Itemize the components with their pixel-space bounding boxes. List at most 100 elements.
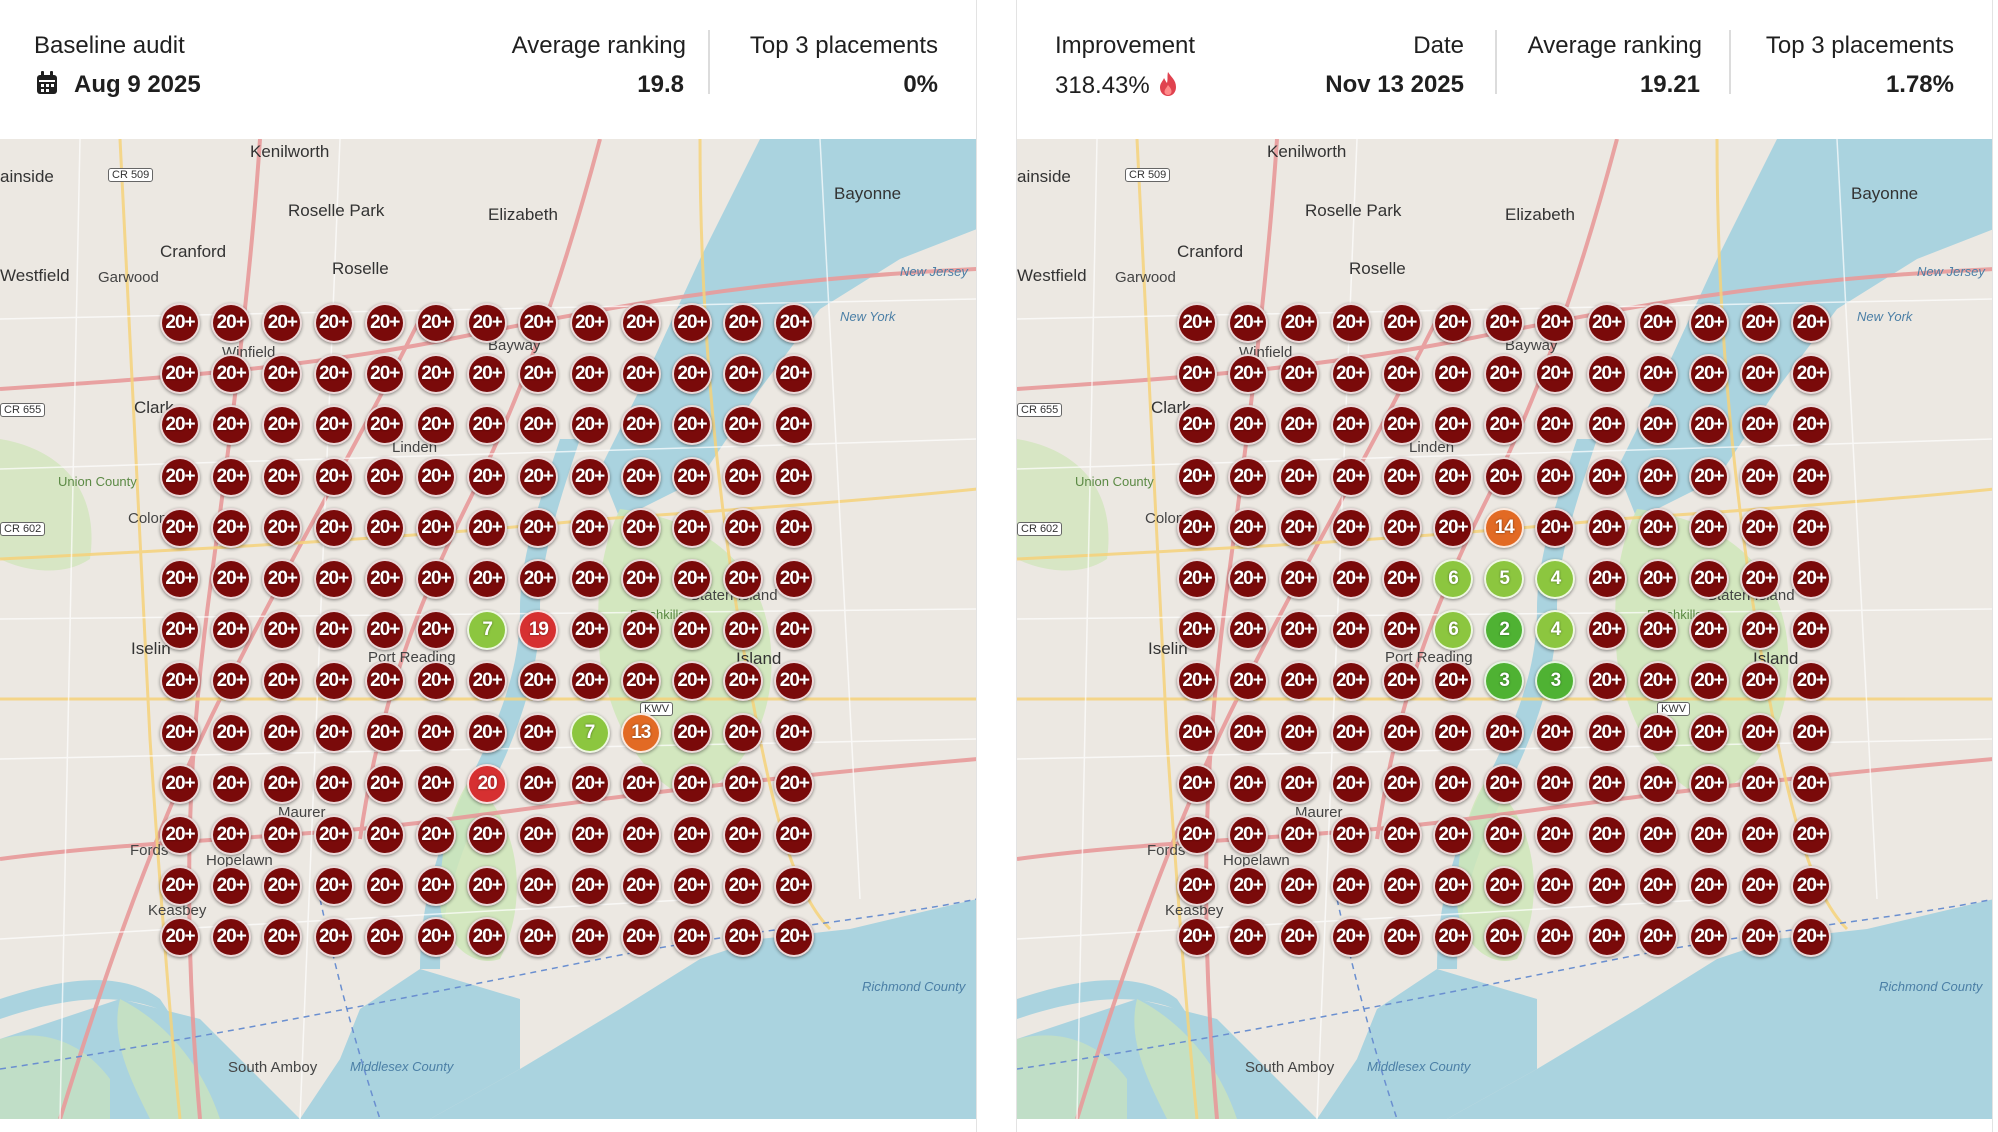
rank-pin[interactable]: 20+ (1279, 354, 1320, 395)
rank-pin[interactable]: 20+ (1791, 763, 1832, 804)
rank-pin[interactable]: 20+ (1791, 815, 1832, 855)
rank-pin[interactable]: 20+ (620, 866, 661, 907)
rank-pin[interactable]: 20+ (262, 917, 303, 958)
rank-pin[interactable]: 20+ (1381, 456, 1422, 497)
rank-pin[interactable]: 20+ (364, 405, 405, 446)
rank-pin[interactable]: 20+ (1586, 712, 1627, 753)
rank-pin[interactable]: 20+ (774, 866, 815, 907)
rank-pin[interactable]: 20+ (313, 661, 354, 702)
rank-pin[interactable]: 20+ (313, 610, 354, 651)
rank-pin[interactable]: 20+ (1177, 456, 1217, 497)
rank-pin[interactable]: 20+ (467, 712, 508, 753)
rank-pin[interactable]: 20+ (723, 712, 764, 753)
rank-pin[interactable]: 20+ (1791, 456, 1832, 497)
rank-pin[interactable]: 20+ (774, 917, 815, 958)
rank-pin[interactable]: 20+ (364, 456, 405, 497)
rank-pin[interactable]: 20+ (1279, 559, 1320, 599)
rank-pin[interactable]: 20+ (1381, 763, 1422, 804)
rank-pin[interactable]: 20+ (262, 456, 303, 497)
rank-pin[interactable]: 20+ (774, 303, 815, 343)
rank-pin[interactable]: 20+ (672, 507, 712, 548)
rank-pin[interactable]: 20+ (1586, 610, 1627, 651)
rank-pin[interactable]: 20+ (518, 303, 559, 343)
rank-pin[interactable]: 20+ (1330, 354, 1371, 395)
rank-pin[interactable]: 20+ (1228, 866, 1269, 907)
rank-pin[interactable]: 20+ (1484, 917, 1525, 958)
rank-pin[interactable]: 20+ (518, 405, 559, 446)
rank-pin[interactable]: 20+ (160, 507, 200, 548)
rank-pin[interactable]: 4 (1535, 610, 1576, 651)
rank-pin[interactable]: 20+ (1791, 507, 1832, 548)
rank-pin[interactable]: 20+ (364, 763, 405, 804)
rank-pin[interactable]: 20+ (518, 559, 559, 599)
rank-pin[interactable]: 20+ (1535, 507, 1576, 548)
rank-pin[interactable]: 20+ (1637, 815, 1678, 855)
rank-pin[interactable]: 20+ (467, 661, 508, 702)
rank-pin[interactable]: 20+ (620, 917, 661, 958)
rank-pin[interactable]: 20+ (160, 712, 200, 753)
rank-pin[interactable]: 20+ (1689, 303, 1729, 343)
rank-pin[interactable]: 20+ (1228, 507, 1269, 548)
rank-pin[interactable]: 20+ (1740, 712, 1781, 753)
rank-pin[interactable]: 20+ (1177, 763, 1217, 804)
rank-pin[interactable]: 20+ (1586, 456, 1627, 497)
rank-pin[interactable]: 20+ (1330, 815, 1371, 855)
rank-pin[interactable]: 20+ (620, 405, 661, 446)
rank-pin[interactable]: 20+ (774, 456, 815, 497)
rank-pin[interactable]: 20+ (262, 507, 303, 548)
rank-pin[interactable]: 20+ (262, 303, 303, 343)
rank-pin[interactable]: 20+ (1381, 917, 1422, 958)
rank-pin[interactable]: 20+ (774, 610, 815, 651)
rank-pin[interactable]: 20+ (672, 815, 712, 855)
rank-pin[interactable]: 20+ (569, 866, 610, 907)
rank-pin[interactable]: 20+ (416, 405, 456, 446)
rank-pin[interactable]: 20+ (672, 559, 712, 599)
rank-pin[interactable]: 20+ (774, 712, 815, 753)
rank-pin[interactable]: 20+ (211, 354, 252, 395)
rank-pin[interactable]: 20+ (1637, 559, 1678, 599)
rank-pin[interactable]: 20+ (1381, 712, 1422, 753)
rank-pin[interactable]: 20+ (1535, 866, 1576, 907)
rank-pin[interactable]: 20+ (1791, 405, 1832, 446)
rank-pin[interactable]: 20+ (1740, 354, 1781, 395)
rank-pin[interactable]: 20+ (1689, 507, 1729, 548)
rank-pin[interactable]: 20+ (1381, 661, 1422, 702)
rank-pin[interactable]: 20+ (1586, 917, 1627, 958)
rank-pin[interactable]: 20+ (1637, 456, 1678, 497)
rank-pin[interactable]: 20+ (313, 507, 354, 548)
rank-pin[interactable]: 20+ (569, 354, 610, 395)
rank-pin[interactable]: 20+ (1228, 354, 1269, 395)
rank-pin[interactable]: 20+ (1586, 815, 1627, 855)
rank-pin[interactable]: 20+ (1381, 303, 1422, 343)
rank-pin[interactable]: 20+ (1433, 661, 1473, 702)
rank-pin[interactable]: 20+ (364, 303, 405, 343)
rank-pin[interactable]: 20+ (1381, 815, 1422, 855)
rank-pin[interactable]: 20+ (364, 354, 405, 395)
rank-pin[interactable]: 20+ (211, 661, 252, 702)
rank-pin[interactable]: 20+ (467, 559, 508, 599)
rank-pin[interactable]: 20+ (723, 661, 764, 702)
rank-pin[interactable]: 20+ (1484, 354, 1525, 395)
rank-pin[interactable]: 20+ (1484, 405, 1525, 446)
rank-pin[interactable]: 20+ (672, 610, 712, 651)
rank-pin[interactable]: 20+ (518, 815, 559, 855)
rank-pin[interactable]: 20+ (723, 763, 764, 804)
rank-pin[interactable]: 20+ (211, 456, 252, 497)
rank-pin[interactable]: 20+ (569, 507, 610, 548)
rank-pin[interactable]: 20+ (467, 866, 508, 907)
rank-pin[interactable]: 20+ (1791, 712, 1832, 753)
rank-pin[interactable]: 20+ (1689, 354, 1729, 395)
rank-pin[interactable]: 20+ (1637, 354, 1678, 395)
rank-pin[interactable]: 20+ (1433, 456, 1473, 497)
rank-pin[interactable]: 20+ (1433, 763, 1473, 804)
rank-pin[interactable]: 20+ (1484, 815, 1525, 855)
rank-pin[interactable]: 20+ (620, 354, 661, 395)
rank-pin[interactable]: 20+ (569, 815, 610, 855)
rank-pin[interactable]: 20+ (1279, 917, 1320, 958)
rank-pin[interactable]: 20+ (1535, 712, 1576, 753)
rank-pin[interactable]: 20+ (723, 866, 764, 907)
rank-pin[interactable]: 20+ (416, 456, 456, 497)
rank-pin[interactable]: 20+ (1228, 763, 1269, 804)
rank-pin[interactable]: 20+ (416, 917, 456, 958)
rank-pin[interactable]: 20+ (1791, 610, 1832, 651)
